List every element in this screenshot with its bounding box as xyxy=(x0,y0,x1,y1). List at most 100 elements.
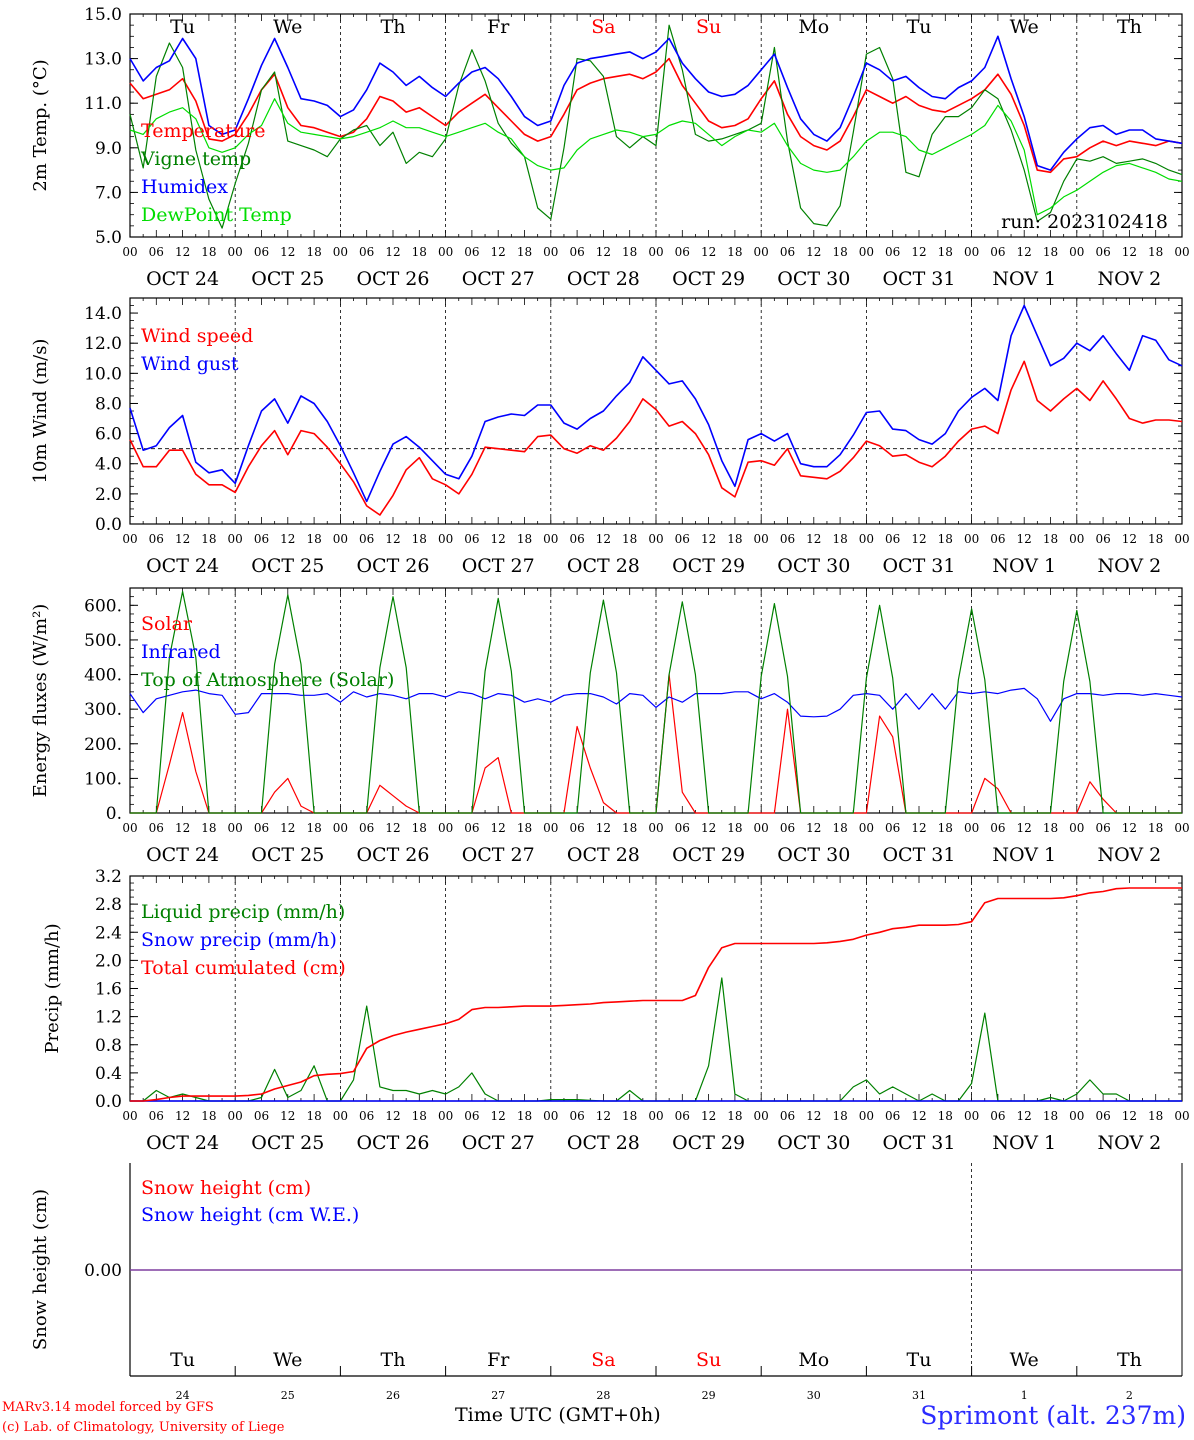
date-label: OCT 25 xyxy=(251,555,324,577)
y-tick-label: 600. xyxy=(84,596,122,616)
hour-tick-label: 12 xyxy=(701,532,716,546)
y-tick-label: 400. xyxy=(84,666,122,686)
y-tick-label: 0.0 xyxy=(95,515,122,535)
y-tick-label: 1.6 xyxy=(95,980,122,1000)
hour-tick-label: 18 xyxy=(1148,245,1163,259)
y-tick-label: 3.2 xyxy=(95,867,122,887)
hour-tick-label: 18 xyxy=(412,532,427,546)
date-label: OCT 29 xyxy=(672,1132,745,1154)
hour-tick-label: 06 xyxy=(885,821,900,835)
date-label: OCT 30 xyxy=(777,268,850,290)
hour-tick-label: 06 xyxy=(990,532,1005,546)
weekday-label-top: We xyxy=(273,16,302,38)
day-number: 2 xyxy=(1126,1389,1133,1402)
hour-tick-label: 12 xyxy=(596,532,611,546)
hour-tick-label: 18 xyxy=(517,245,532,259)
y-axis-label: Precip (mm/h) xyxy=(42,923,63,1053)
hour-tick-label: 00 xyxy=(859,1109,874,1123)
precip-series-2 xyxy=(130,887,1182,1102)
y-tick-label: 100. xyxy=(84,769,122,789)
date-label: NOV 1 xyxy=(992,1132,1056,1154)
legend-entry: Solar xyxy=(141,613,193,635)
weekday-label: Su xyxy=(696,1349,721,1371)
hour-tick-label: 18 xyxy=(1043,1109,1058,1123)
hour-tick-label: 00 xyxy=(648,245,663,259)
time-axis-label: Time UTC (GMT+0h) xyxy=(455,1404,661,1426)
y-tick-label: 2.4 xyxy=(95,923,122,943)
legend-entry: Snow height (cm) xyxy=(141,1177,311,1199)
legend-entry: Infrared xyxy=(141,641,221,663)
hour-tick-label: 00 xyxy=(1069,821,1084,835)
station-label: Sprimont (alt. 237m) xyxy=(920,1401,1186,1430)
hour-tick-label: 18 xyxy=(517,1109,532,1123)
y-tick-label: 300. xyxy=(84,700,122,720)
hour-tick-label: 12 xyxy=(701,1109,716,1123)
hour-tick-label: 18 xyxy=(832,532,847,546)
date-label: OCT 28 xyxy=(567,268,640,290)
day-number: 28 xyxy=(596,1389,610,1402)
hour-tick-label: 18 xyxy=(1043,821,1058,835)
hour-tick-label: 06 xyxy=(569,821,584,835)
precip-panel: 00 06 12 18 00 06 12 18 00 06 12 18 00 06 12 18 00 06 12 18… xyxy=(42,867,1190,1154)
weekday-label: We xyxy=(273,1349,302,1371)
hour-tick-label: 12 xyxy=(1017,245,1032,259)
hour-tick-label: 18 xyxy=(201,245,216,259)
hour-tick-label: 00 xyxy=(1069,245,1084,259)
hour-tick-label: 12 xyxy=(385,821,400,835)
legend-entry: Top of Atmosphere (Solar) xyxy=(141,669,394,691)
wind-series-1 xyxy=(129,304,1183,503)
day-number: 1 xyxy=(1021,1389,1028,1402)
date-label: NOV 1 xyxy=(992,844,1056,866)
hour-tick-label: 00 xyxy=(754,245,769,259)
date-label: NOV 1 xyxy=(992,555,1056,577)
weekday-label-top: Tu xyxy=(907,16,932,38)
weekday-label: Mo xyxy=(798,1349,829,1371)
hour-tick-label: 18 xyxy=(306,245,321,259)
y-tick-label: 10.0 xyxy=(84,364,122,384)
hour-tick-label: 00 xyxy=(333,245,348,259)
hour-tick-label: 12 xyxy=(1122,532,1137,546)
hour-tick-label: 18 xyxy=(517,532,532,546)
hour-tick-label: 00 xyxy=(438,1109,453,1123)
hour-tick-label: 06 xyxy=(149,821,164,835)
day-number: 26 xyxy=(386,1389,400,1402)
legend-entry: Snow precip (mm/h) xyxy=(141,929,337,951)
hour-tick-label: 18 xyxy=(201,1109,216,1123)
y-tick-label: 14.0 xyxy=(84,304,122,324)
hour-tick-label: 00 xyxy=(1174,821,1189,835)
hour-tick-label: 12 xyxy=(175,1109,190,1123)
legend-entry: Total cumulated (cm) xyxy=(141,957,346,979)
weekday-label-top: Mo xyxy=(798,16,829,38)
legend-entry: Humidex xyxy=(141,176,228,198)
date-label: OCT 27 xyxy=(462,268,535,290)
legend-entry: Liquid precip (mm/h) xyxy=(141,901,345,923)
y-tick-label: 8.0 xyxy=(95,394,122,414)
hour-tick-label: 12 xyxy=(911,245,926,259)
hour-tick-label: 12 xyxy=(806,245,821,259)
weekday-label-top: Su xyxy=(696,16,721,38)
date-label: OCT 31 xyxy=(882,1132,955,1154)
y-axis-label: 10m Wind (m/s) xyxy=(30,339,51,484)
hour-tick-label: 06 xyxy=(990,821,1005,835)
y-tick-label: 12.0 xyxy=(84,334,122,354)
hour-tick-label: 00 xyxy=(964,532,979,546)
hour-tick-label: 06 xyxy=(569,532,584,546)
hour-tick-label: 18 xyxy=(832,1109,847,1123)
weekday-label-top: Fr xyxy=(487,16,510,38)
hour-tick-label: 12 xyxy=(280,821,295,835)
date-label: OCT 24 xyxy=(146,555,219,577)
hour-tick-label: 12 xyxy=(596,245,611,259)
y-axis-label: Snow height (cm) xyxy=(30,1189,51,1350)
hour-tick-label: 12 xyxy=(911,532,926,546)
weekday-label: Th xyxy=(1117,1349,1142,1371)
hour-tick-label: 18 xyxy=(1043,532,1058,546)
hour-tick-label: 06 xyxy=(990,245,1005,259)
hour-tick-label: 00 xyxy=(754,821,769,835)
y-tick-label: 11.0 xyxy=(84,94,122,114)
y-tick-label: 200. xyxy=(84,735,122,755)
hour-tick-label: 00 xyxy=(1069,1109,1084,1123)
weekday-label: Tu xyxy=(907,1349,932,1371)
hour-tick-label: 12 xyxy=(280,532,295,546)
hour-tick-label: 00 xyxy=(438,245,453,259)
date-label: OCT 29 xyxy=(672,555,745,577)
